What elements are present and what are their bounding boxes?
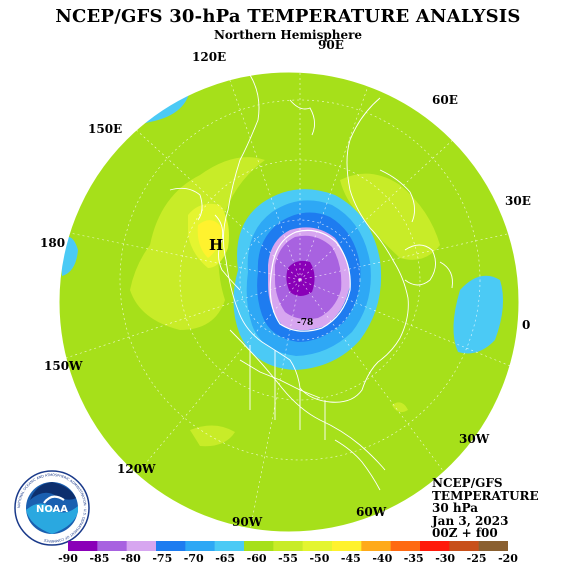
colorbar-swatch	[449, 541, 479, 551]
colorbar-swatch	[303, 541, 333, 551]
lon-label-150e: 150E	[88, 122, 122, 136]
lon-label-60e: 60E	[432, 93, 458, 107]
colorbar-swatch	[332, 541, 362, 551]
colorbar-swatch	[185, 541, 215, 551]
colorbar-swatch	[420, 541, 450, 551]
colorbar-tick-label: -50	[309, 552, 329, 565]
colorbar-tick-label: -55	[278, 552, 298, 565]
colorbar-swatch	[156, 541, 186, 551]
lon-label-90e: 90E	[318, 38, 344, 52]
colorbar-swatch	[361, 541, 391, 551]
lon-label-60w: 60W	[356, 505, 386, 519]
info-time: 00Z + f00	[432, 527, 539, 540]
high-pressure-label: H	[209, 236, 223, 254]
colorbar-labels: -90 -85 -80 -75 -70 -65 -60 -55 -50 -45 -40 -35 -30-…	[0, 552, 576, 566]
colorbar-tick-label: -30	[435, 552, 455, 565]
colorbar-swatch	[479, 541, 508, 551]
colorbar-tick-label: -90	[58, 552, 78, 565]
colorbar-swatch	[391, 541, 421, 551]
colorbar-tick-label: -75	[152, 552, 172, 565]
lon-label-30e: 30E	[505, 194, 531, 208]
colorbar-tick-label: -40	[372, 552, 392, 565]
info-model: NCEP/GFS	[432, 477, 539, 490]
lon-label-180: 180	[40, 236, 65, 250]
colorbar-swatch	[68, 541, 98, 551]
noaa-logo: NOAA NATIONAL OCEANIC AND ATMOSPHERIC AD…	[14, 470, 90, 546]
info-block: NCEP/GFS TEMPERATURE 30 hPa Jan 3, 2023 …	[432, 477, 539, 540]
colorbar-tick-label: -65	[215, 552, 235, 565]
colorbar-tick-label: -20	[498, 552, 518, 565]
colorbar-swatch	[244, 541, 274, 551]
colorbar-tick-label: -85	[89, 552, 109, 565]
noaa-logo-text: NOAA	[36, 504, 68, 515]
lon-label-30w: 30W	[459, 432, 489, 446]
lon-label-90w: 90W	[232, 515, 262, 529]
colorbar-swatch	[127, 541, 157, 551]
colorbar-tick-label: -25	[467, 552, 487, 565]
colorbar	[68, 541, 508, 551]
contour-label: -78	[297, 318, 313, 328]
colorbar-tick-label: -35	[404, 552, 424, 565]
colorbar-tick-label: -80	[121, 552, 141, 565]
colorbar-swatch	[97, 541, 127, 551]
colorbar-swatch	[215, 541, 245, 551]
lon-label-150w: 150W	[44, 359, 83, 373]
colorbar-tick-label: -70	[184, 552, 204, 565]
lon-label-120e: 120E	[192, 50, 226, 64]
lon-label-0: 0	[522, 318, 530, 332]
colorbar-swatch	[273, 541, 303, 551]
lon-label-120w: 120W	[117, 462, 156, 476]
colorbar-tick-label: -60	[247, 552, 267, 565]
info-level: 30 hPa	[432, 502, 539, 515]
colorbar-tick-label: -45	[341, 552, 361, 565]
